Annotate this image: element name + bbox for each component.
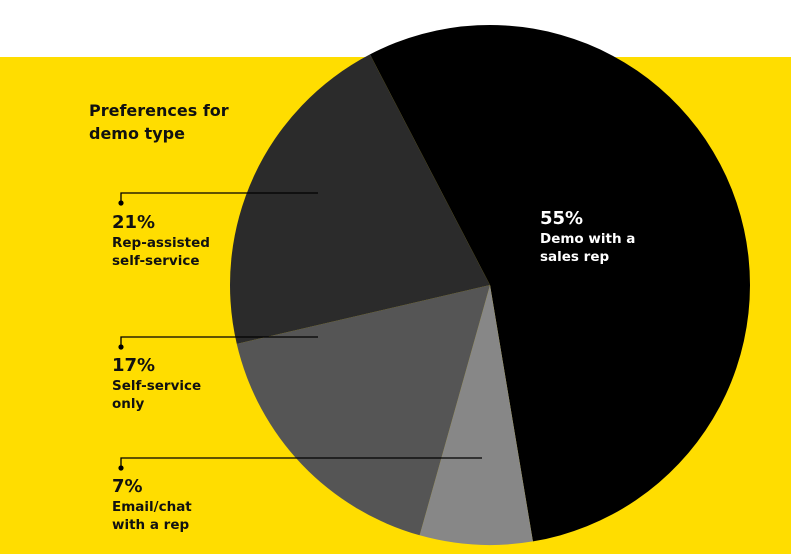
text-rep-assisted: Rep-assisted self-service [112, 235, 210, 269]
label-email-chat: 7% Email/chat with a rep [112, 476, 202, 534]
pie-slice-self-service-only [236, 285, 490, 536]
label-rep-assisted: 21% Rep-assisted self-service [112, 212, 222, 270]
leader-line [118, 192, 318, 206]
pct-self-service: 17% [112, 355, 156, 376]
text-self-service: Self-service only [112, 378, 202, 412]
pie-slice-demo-with-a-sales-rep [369, 24, 750, 542]
pct-demo-sales-rep: 55% [540, 208, 584, 229]
leader-line [118, 336, 318, 350]
pct-rep-assisted: 21% [112, 212, 156, 233]
chart-title: Preferences for demo type [89, 101, 229, 143]
pct-email-chat: 7% [112, 476, 143, 497]
text-demo-sales-rep: Demo with a sales rep [540, 231, 636, 265]
label-self-service: 17% Self-service only [112, 355, 212, 413]
leader-line [118, 457, 482, 471]
text-email-chat: Email/chat with a rep [112, 499, 192, 533]
label-demo-sales-rep: 55% Demo with a sales rep [540, 208, 640, 266]
pie-slice-email-chat-with-a-rep [419, 285, 533, 545]
pie-slice-rep-assisted-self-service [230, 54, 490, 344]
